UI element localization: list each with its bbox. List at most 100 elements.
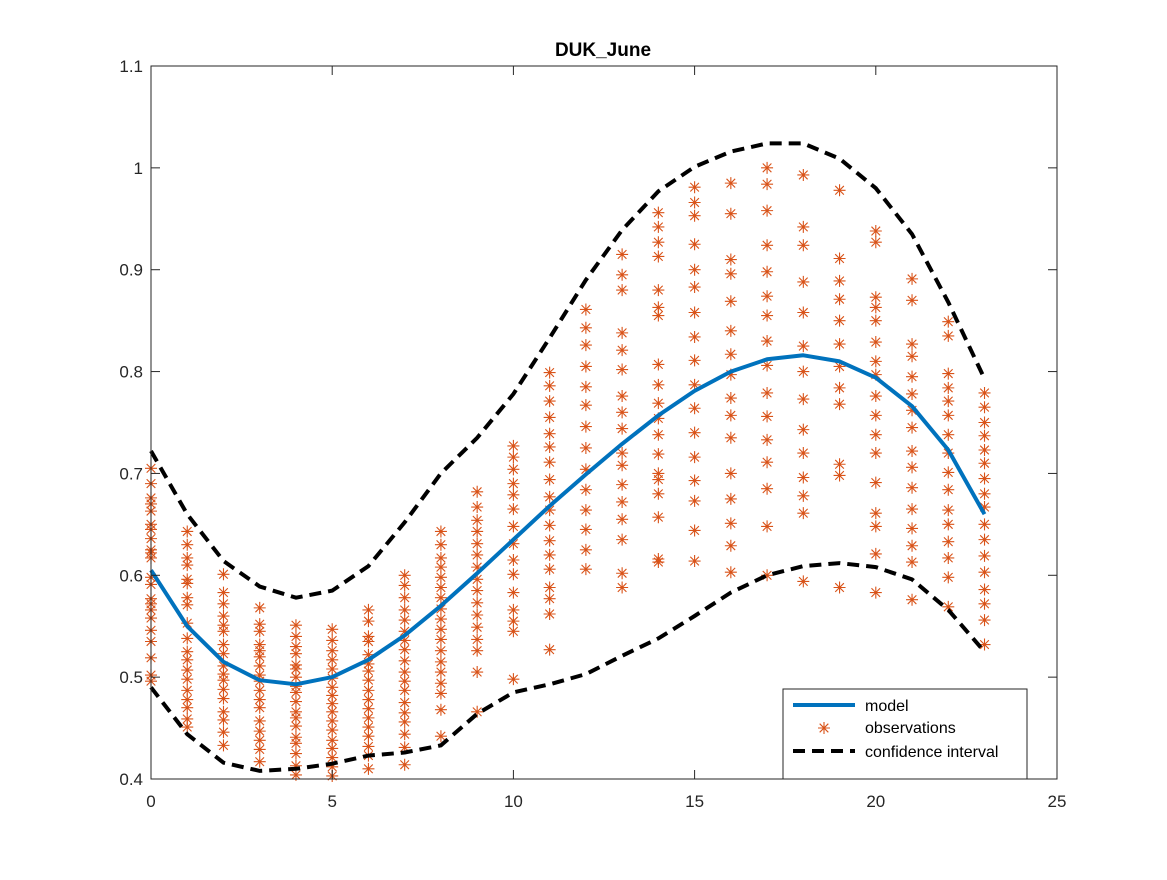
chart-title: DUK_June (555, 40, 651, 61)
observation-point (181, 653, 194, 666)
observation-point (362, 702, 375, 715)
observation-point (869, 428, 882, 441)
observation-point (833, 458, 846, 471)
observation-point (507, 568, 520, 581)
observation-point (362, 762, 375, 775)
observation-point (326, 697, 339, 710)
observation-point (507, 503, 520, 516)
axes-layer: 0 5 10 15 20 25 0.4 0.5 0.6 0.7 0.8 0.9 1 1.1 (119, 57, 1066, 811)
observation-point (362, 730, 375, 743)
observation-point (869, 368, 882, 381)
observation-point (869, 476, 882, 489)
observation-point (906, 338, 919, 351)
observation-point (362, 674, 375, 687)
observation-point (942, 466, 955, 479)
observation-point (217, 726, 230, 739)
observation-point (869, 225, 882, 238)
observation-point (362, 603, 375, 616)
observation-point (434, 730, 447, 743)
observation-point (616, 344, 629, 357)
observation-point (978, 472, 991, 485)
observation-point (253, 693, 266, 706)
observation-point (543, 395, 556, 408)
observation-point (253, 644, 266, 657)
observation-point (978, 457, 991, 470)
observation-point (543, 519, 556, 532)
observation-point (217, 705, 230, 718)
observation-point (434, 571, 447, 584)
observation-point (724, 392, 737, 405)
observation-point (217, 638, 230, 651)
observation-point (507, 451, 520, 464)
observation-point (833, 360, 846, 373)
observation-point (978, 583, 991, 596)
observation-point (217, 692, 230, 705)
observation-point (579, 483, 592, 496)
observation-point (181, 712, 194, 725)
observation-point (652, 301, 665, 314)
y-tick-label: 0.8 (119, 363, 143, 382)
observation-point (688, 330, 701, 343)
observation-point (724, 492, 737, 505)
observation-point (253, 601, 266, 614)
model-line (149, 353, 987, 687)
observation-point (217, 659, 230, 672)
observation-point (616, 422, 629, 435)
legend-label-confidence-interval: confidence interval (865, 744, 998, 761)
observation-point (398, 741, 411, 754)
observation-point (688, 238, 701, 251)
observation-point (217, 668, 230, 681)
observation-point (434, 633, 447, 646)
observation-point (398, 643, 411, 656)
observation-point (217, 674, 230, 687)
observation-point (688, 354, 701, 367)
observation-point (398, 614, 411, 627)
observation-point (616, 447, 629, 460)
observation-point (579, 504, 592, 517)
observation-point (362, 711, 375, 724)
observation-point (507, 625, 520, 638)
observation-point (181, 598, 194, 611)
observation-point (398, 634, 411, 647)
x-tick-label: 5 (327, 792, 336, 811)
observation-point (579, 399, 592, 412)
observation-point (761, 309, 774, 322)
observation-point (724, 253, 737, 266)
observation-point (688, 524, 701, 537)
observation-point (181, 693, 194, 706)
observation-point (652, 236, 665, 249)
observation-point (398, 728, 411, 741)
observation-point (507, 603, 520, 616)
observation-point (289, 640, 302, 653)
observation-point (181, 701, 194, 714)
observation-point (471, 514, 484, 527)
observation-point (869, 520, 882, 533)
observation-point (616, 513, 629, 526)
observation-point (978, 549, 991, 562)
observation-point (471, 584, 484, 597)
observation-point (688, 306, 701, 319)
observation-point (906, 272, 919, 285)
x-tick-label: 15 (685, 792, 704, 811)
observation-point (471, 609, 484, 622)
observation-point (398, 706, 411, 719)
observation-point (761, 204, 774, 217)
observation-point (906, 556, 919, 569)
observation-point (362, 648, 375, 661)
observation-point (906, 522, 919, 535)
observation-point (181, 721, 194, 734)
observation-point (289, 720, 302, 733)
observation-point (761, 239, 774, 252)
observation-point (652, 358, 665, 371)
observation-point (253, 755, 266, 768)
legend-star-marker (818, 722, 830, 734)
observation-point (471, 621, 484, 634)
observation-point (688, 263, 701, 276)
observation-point (471, 501, 484, 514)
observation-point (688, 181, 701, 194)
observation-point (398, 715, 411, 728)
observation-point (543, 366, 556, 379)
observation-point (688, 281, 701, 294)
observation-point (761, 386, 774, 399)
